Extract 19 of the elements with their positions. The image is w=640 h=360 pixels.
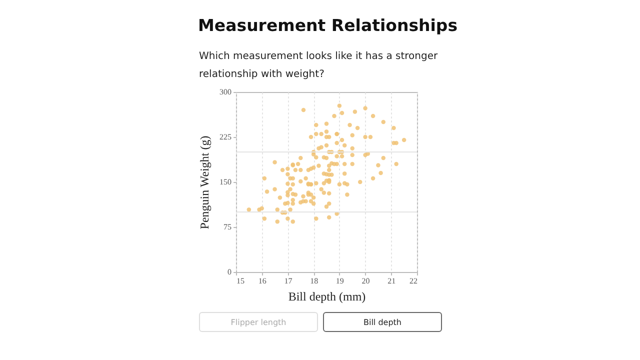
x-tick-label: 17 xyxy=(284,276,292,286)
chart-subtitle: Which measurement looks like it has a stronger relationship with weight? xyxy=(199,50,439,82)
y-tick-label: 300 xyxy=(220,88,232,96)
x-tick-label: 16 xyxy=(258,276,266,286)
x-tick-label: 20 xyxy=(362,276,370,286)
y-tick-label: 0 xyxy=(228,268,232,276)
x-axis-title: Bill depth (mm) xyxy=(288,290,366,304)
text: Flipper length xyxy=(199,312,318,332)
x-tick-label: 22 xyxy=(410,276,418,286)
y-axis-title: Penguin Weight (g) xyxy=(198,136,212,230)
x-tick-label: 21 xyxy=(388,276,396,286)
y-tick-label: 75 xyxy=(224,222,232,232)
x-tick-label: 18 xyxy=(310,276,318,286)
chart-title: Measurement Relationships xyxy=(198,16,458,35)
y-tick-label: 150 xyxy=(220,178,232,186)
x-tick-label: 19 xyxy=(336,276,344,286)
text: Bill depth xyxy=(323,312,442,332)
y-tick-label: 225 xyxy=(220,132,232,142)
x-tick-label: 15 xyxy=(236,276,244,286)
